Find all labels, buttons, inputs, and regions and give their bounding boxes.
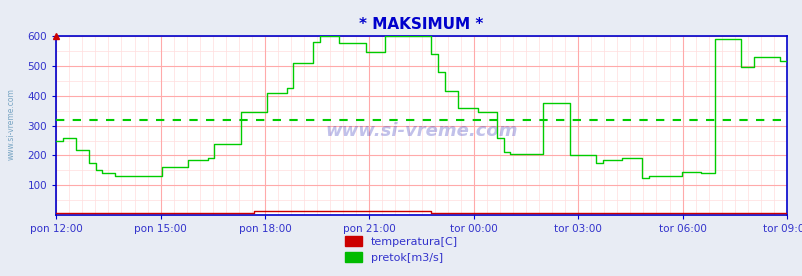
Text: www.si-vreme.com: www.si-vreme.com xyxy=(6,88,15,160)
Title: * MAKSIMUM *: * MAKSIMUM * xyxy=(359,17,483,32)
Legend: temperatura[C], pretok[m3/s]: temperatura[C], pretok[m3/s] xyxy=(340,232,462,268)
Text: www.si-vreme.com: www.si-vreme.com xyxy=(325,122,517,140)
